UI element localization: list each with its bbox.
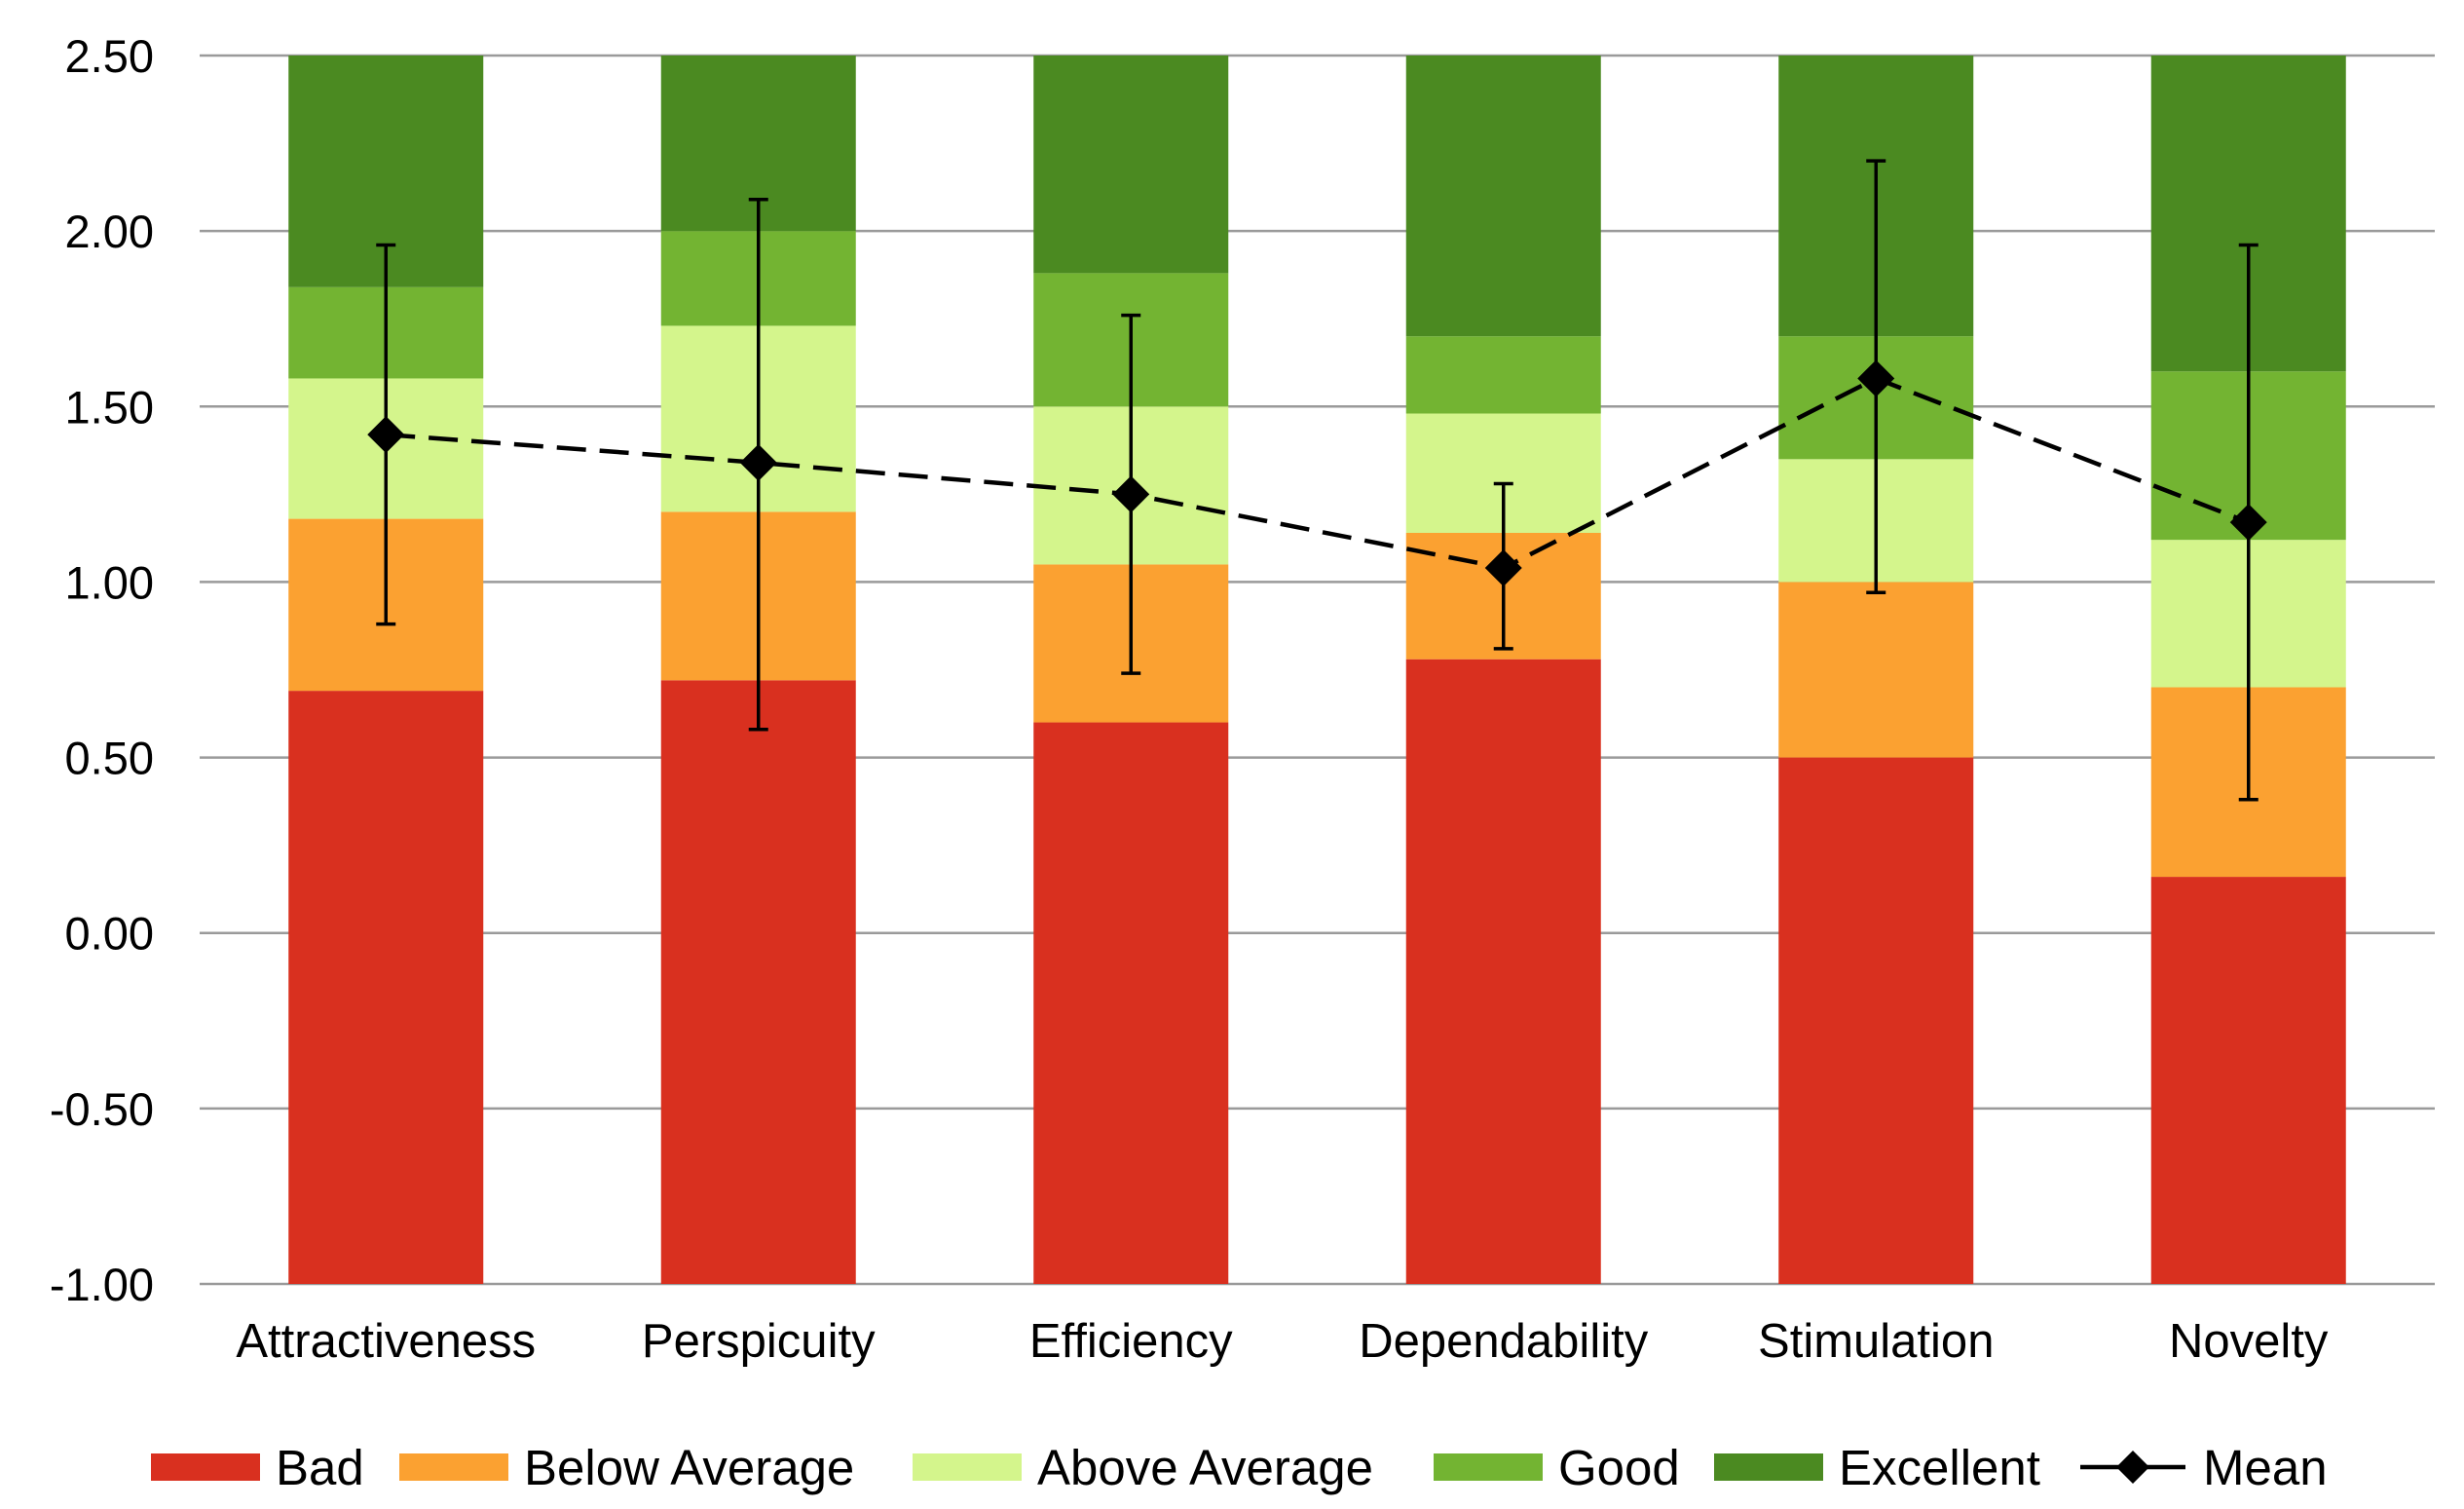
legend-swatch-above-average: [913, 1453, 1022, 1481]
x-tick-label: Novelty: [2169, 1315, 2329, 1368]
bar-segment-bad-novelty: [2150, 877, 2346, 1284]
bar-segment-good-dependability: [1405, 336, 1601, 414]
legend-label: Excellent: [1839, 1440, 2040, 1495]
y-tick-label: 1.00: [65, 556, 154, 608]
x-tick-label: Attractiveness: [236, 1315, 536, 1368]
bar-segment-bad-perspicuity: [660, 680, 856, 1284]
y-tick-label: -1.00: [50, 1259, 154, 1310]
x-tick-label: Dependability: [1359, 1315, 1648, 1368]
bar-segment-bad-efficiency: [1033, 722, 1229, 1284]
bar-segment-below-average-stimulation: [1778, 582, 1974, 758]
x-tick-label: Perspicuity: [642, 1315, 876, 1368]
legend-swatch-good: [1434, 1453, 1543, 1481]
x-tick-label: Efficiency: [1029, 1315, 1233, 1368]
legend-swatch-mean-marker: [2116, 1451, 2149, 1484]
y-axis: 2.50 2.00 1.50 1.00 0.50 0.00 -0.50 -1.00: [50, 30, 154, 1310]
bar-segment-bad-attractiveness: [288, 691, 484, 1284]
legend-swatch-excellent: [1714, 1453, 1823, 1481]
bar-segment-bad-dependability: [1405, 659, 1601, 1284]
legend-label: Above Average: [1037, 1440, 1373, 1495]
y-tick-label: 0.00: [65, 908, 154, 960]
bar-segment-excellent-dependability: [1405, 56, 1601, 337]
legend-swatch-below-average: [399, 1453, 508, 1481]
x-axis: Attractiveness Perspicuity Efficiency Depen…: [236, 1315, 2329, 1368]
y-tick-label: 2.50: [65, 30, 154, 82]
mean-marker: [2229, 504, 2267, 542]
legend-label: Below Average: [524, 1440, 854, 1495]
y-tick-label: 2.00: [65, 206, 154, 257]
mean-line: [386, 376, 2250, 571]
gridlines: [200, 54, 2435, 1286]
legend-label: Mean: [2203, 1440, 2328, 1495]
legend-swatch-bad: [151, 1453, 260, 1481]
mean-marker: [1112, 475, 1150, 513]
y-tick-label: 0.50: [65, 733, 154, 784]
mean-marker: [1484, 549, 1522, 587]
mean-marker: [1857, 359, 1895, 397]
bar-segment-bad-stimulation: [1778, 757, 1974, 1284]
mean-marker: [739, 443, 777, 481]
legend-label: Good: [1558, 1440, 1680, 1495]
y-tick-label: 1.50: [65, 381, 154, 433]
legend-label: Bad: [276, 1440, 364, 1495]
legend: Bad Below Average Above Average Good Excelle…: [151, 1440, 2328, 1495]
mean-marker: [367, 416, 405, 454]
mean-series: [367, 159, 2267, 802]
x-tick-label: Stimulation: [1758, 1315, 1994, 1368]
y-tick-label: -0.50: [50, 1083, 154, 1135]
stacked-bars: [288, 56, 2346, 1284]
bar-segment-excellent-efficiency: [1033, 56, 1229, 274]
